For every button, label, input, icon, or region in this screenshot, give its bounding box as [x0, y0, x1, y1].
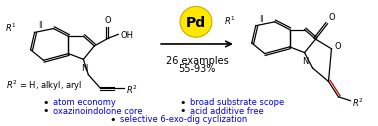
Text: •: • [42, 98, 48, 108]
Text: $R^2$: $R^2$ [126, 84, 138, 96]
Text: selective 6-exo-dig cyclization: selective 6-exo-dig cyclization [120, 115, 248, 124]
Text: atom economy: atom economy [53, 98, 115, 107]
Text: OH: OH [120, 31, 133, 40]
Text: O: O [105, 16, 112, 25]
Text: O: O [328, 13, 335, 22]
Text: •: • [180, 98, 186, 108]
Text: $R^2$ = H, alkyl, aryl: $R^2$ = H, alkyl, aryl [6, 78, 82, 92]
Circle shape [180, 6, 212, 37]
Text: •: • [42, 106, 48, 116]
Text: $R^2$: $R^2$ [352, 96, 364, 109]
Text: 55-93%: 55-93% [178, 64, 216, 74]
Text: •: • [180, 106, 186, 116]
Text: O: O [335, 42, 341, 51]
Text: ||: || [38, 21, 43, 28]
Text: $R^1$: $R^1$ [5, 21, 17, 34]
Text: $R^1$: $R^1$ [224, 15, 236, 27]
Text: ||: || [259, 14, 264, 22]
Text: N: N [302, 57, 309, 66]
Text: •: • [110, 115, 116, 125]
Text: N: N [81, 64, 88, 73]
Text: broad substrate scope: broad substrate scope [190, 98, 284, 107]
Text: acid additive free: acid additive free [190, 107, 264, 116]
Text: 26 examples: 26 examples [166, 55, 228, 66]
Text: Pd: Pd [186, 16, 206, 30]
Text: oxazinoindolone core: oxazinoindolone core [53, 107, 142, 116]
